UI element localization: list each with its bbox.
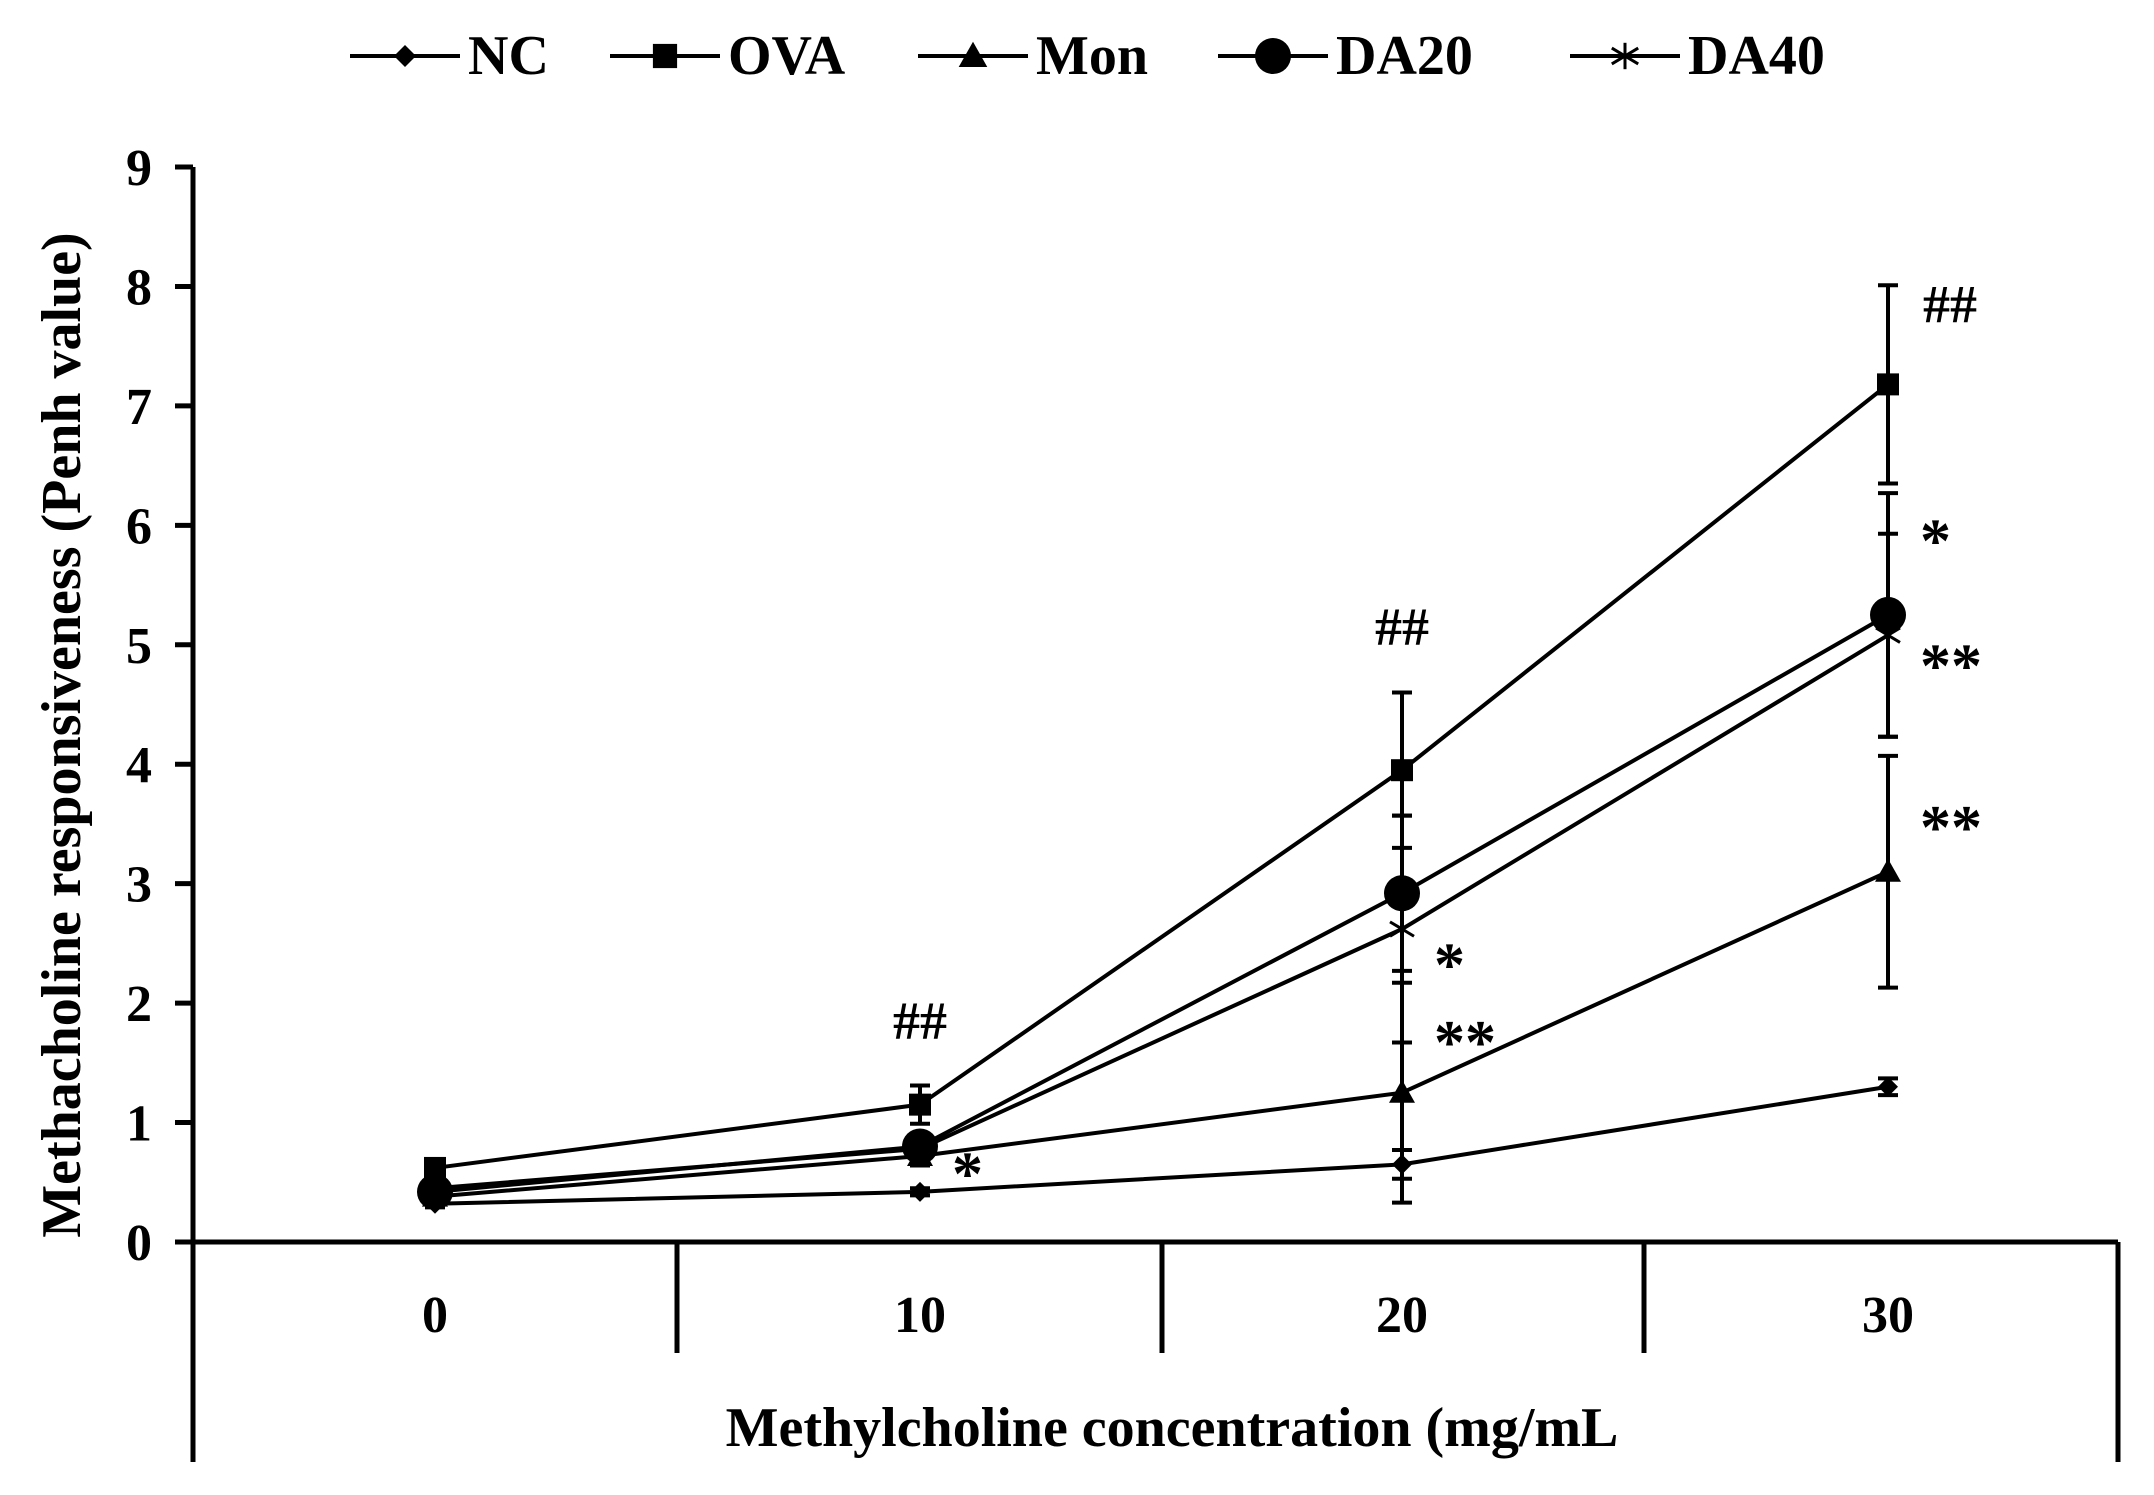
legend-label: DA40 bbox=[1688, 25, 1825, 87]
data-point-circle bbox=[1384, 875, 1420, 912]
significance-annotation: ## bbox=[893, 991, 947, 1051]
x-tick-label: 20 bbox=[1376, 1287, 1428, 1344]
data-point-triangle bbox=[1875, 858, 1901, 882]
legend-item-mon: Mon bbox=[918, 25, 1148, 87]
significance-annotation: ## bbox=[1375, 597, 1429, 657]
data-point-asterisk bbox=[1875, 623, 1901, 648]
asterisk-stroke bbox=[422, 1179, 448, 1197]
data-point-asterisk bbox=[907, 1136, 933, 1161]
data-point-triangle bbox=[1389, 1079, 1415, 1103]
axes: 0 1 2 3 4 5 6 7 8 9 0 10 20 30 bbox=[126, 140, 2121, 1462]
y-tick-label: 2 bbox=[126, 976, 152, 1033]
x-tick-label: 10 bbox=[894, 1287, 946, 1344]
legend: NC OVA Mon DA20 DA40 bbox=[350, 25, 1825, 87]
data-point-circle bbox=[1255, 38, 1291, 74]
asterisk-stroke bbox=[1389, 920, 1415, 938]
x-axis-label: Methylcholine concentration (mg/mL bbox=[726, 1397, 1619, 1459]
legend-item-da20: DA20 bbox=[1218, 25, 1473, 87]
series-line-da40 bbox=[434, 633, 1890, 1191]
data-point-triangle bbox=[958, 41, 988, 67]
significance-annotation: * bbox=[1920, 507, 1951, 575]
data-point-asterisk bbox=[422, 1176, 448, 1201]
significance-annotation: * bbox=[952, 1140, 983, 1208]
data-point-diamond bbox=[394, 45, 416, 67]
legend-label: Mon bbox=[1036, 25, 1148, 87]
significance-annotation: * bbox=[1434, 931, 1465, 999]
data-point-asterisk bbox=[1611, 42, 1639, 70]
y-tick-label: 3 bbox=[126, 857, 152, 914]
y-axis-label: Methacholine responsiveness (Penh value) bbox=[31, 232, 93, 1237]
y-tick-label: 5 bbox=[126, 618, 152, 675]
legend-label: DA20 bbox=[1336, 25, 1473, 87]
data-point-asterisk bbox=[1389, 917, 1415, 942]
legend-item-nc: NC bbox=[350, 25, 549, 87]
y-tick-label: 7 bbox=[126, 379, 152, 436]
data-point-diamond bbox=[910, 1181, 930, 1202]
x-tick-label: 0 bbox=[422, 1287, 448, 1344]
series-line-nc bbox=[434, 1084, 1889, 1206]
y-tick-label: 6 bbox=[126, 498, 152, 555]
data-point-diamond bbox=[1878, 1076, 1898, 1097]
data-point-square bbox=[424, 1156, 446, 1179]
asterisk-stroke bbox=[907, 1140, 933, 1158]
data-point-square bbox=[909, 1093, 931, 1116]
y-tick-label: 9 bbox=[126, 140, 152, 197]
series-line-da20 bbox=[434, 613, 1889, 1194]
x-tick-label: 30 bbox=[1862, 1287, 1914, 1344]
y-tick-label: 4 bbox=[126, 737, 152, 794]
series-line-mon bbox=[434, 869, 1889, 1199]
asterisk-stroke bbox=[1875, 626, 1901, 644]
data-point-square bbox=[1877, 373, 1899, 396]
series-lines bbox=[434, 382, 1890, 1206]
significance-annotation: ** bbox=[1920, 794, 1982, 862]
series-markers bbox=[417, 373, 1906, 1214]
error-bars bbox=[425, 283, 1898, 1210]
legend-label: NC bbox=[468, 25, 549, 87]
significance-annotation: ## bbox=[1923, 274, 1977, 334]
annotations: ######********* bbox=[893, 274, 1982, 1208]
asterisk-stroke bbox=[1611, 46, 1639, 66]
series-line-ova bbox=[434, 382, 1890, 1170]
y-tick-label: 0 bbox=[126, 1215, 152, 1272]
legend-item-da40: DA40 bbox=[1570, 25, 1825, 87]
legend-item-ova: OVA bbox=[610, 25, 846, 87]
y-tick-label: 8 bbox=[126, 259, 152, 316]
data-point-square bbox=[652, 43, 678, 69]
significance-annotation: ** bbox=[1434, 1009, 1496, 1077]
data-point-square bbox=[1391, 759, 1413, 782]
significance-annotation: ** bbox=[1920, 633, 1982, 701]
legend-label: OVA bbox=[728, 25, 846, 87]
data-point-diamond bbox=[1392, 1154, 1412, 1175]
data-point-circle bbox=[1870, 596, 1906, 633]
y-tick-label: 1 bbox=[126, 1096, 152, 1153]
